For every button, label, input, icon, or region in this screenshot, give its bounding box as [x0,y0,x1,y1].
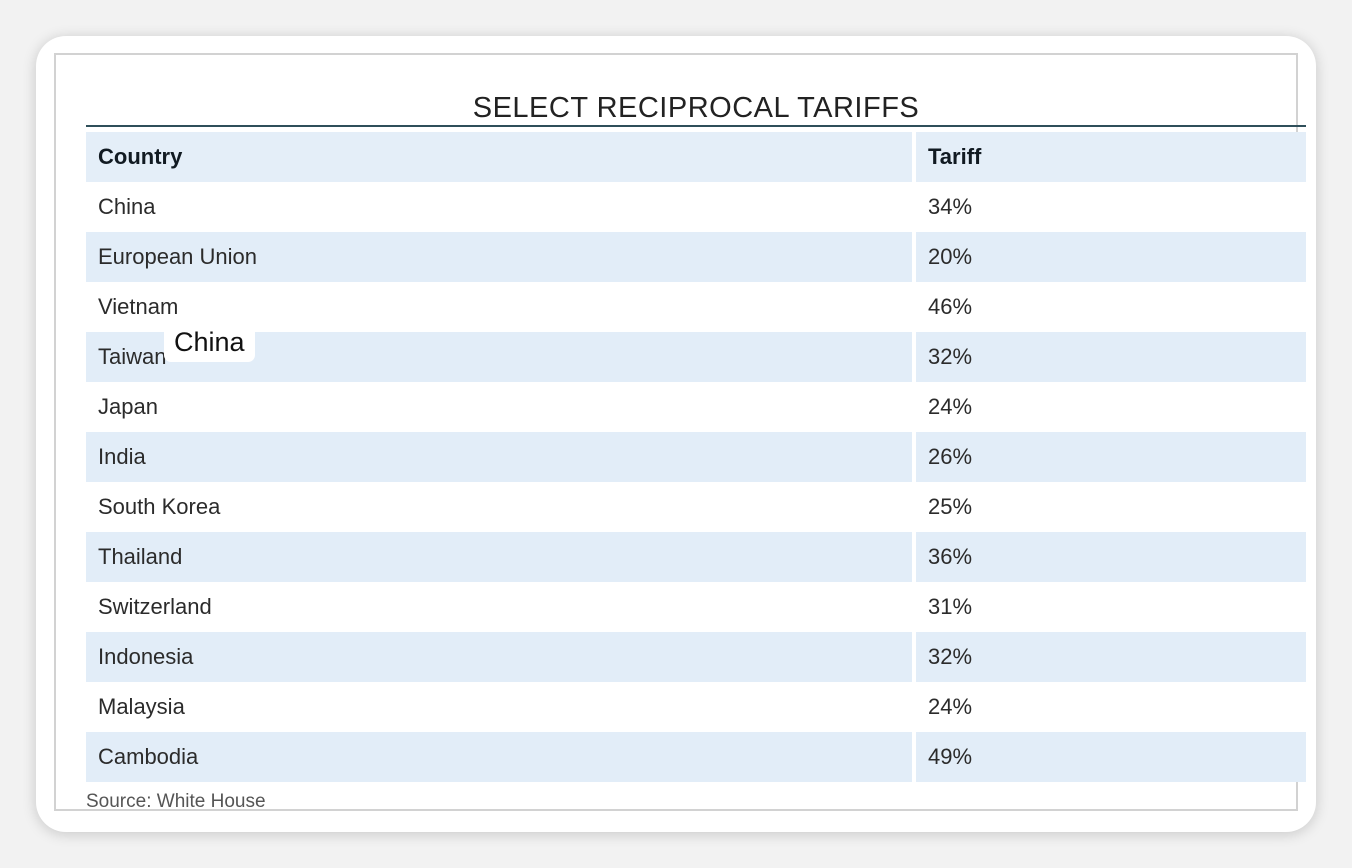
column-gap [912,432,916,482]
tariff-cell: 24% [916,682,1306,732]
tariff-cell: 34% [916,182,1306,232]
country-cell: China [86,182,912,232]
table-row: India 26% [86,432,1306,482]
header-country: Country [86,132,912,182]
column-gap [912,482,916,532]
column-gap [912,582,916,632]
table-body: China 34% European Union 20% Vietnam 46% Taiwa… [86,182,1306,782]
tariff-cell: 20% [916,232,1306,282]
tariff-cell: 36% [916,532,1306,582]
table-row: European Union 20% [86,232,1306,282]
country-cell: Japan [86,382,912,432]
tariff-cell: 26% [916,432,1306,482]
column-gap [912,332,916,382]
country-cell: European Union [86,232,912,282]
table-row: Thailand 36% [86,532,1306,582]
table-row: Malaysia 24% [86,682,1306,732]
tariff-cell: 32% [916,632,1306,682]
column-gap [912,282,916,332]
table-header-row: Country Tariff [86,132,1306,182]
column-gap [912,382,916,432]
tariff-cell: 32% [916,332,1306,382]
country-cell: South Korea [86,482,912,532]
country-cell: Malaysia [86,682,912,732]
column-gap [912,532,916,582]
header-tariff: Tariff [916,132,1306,182]
column-gap [912,232,916,282]
table-row: Indonesia 32% [86,632,1306,682]
table-frame: SELECT RECIPROCAL TARIFFS Country Tariff… [54,53,1306,812]
tariff-cell: 25% [916,482,1306,532]
country-cell: Cambodia [86,732,912,782]
column-gap [912,182,916,232]
table-row: Switzerland 31% [86,582,1306,632]
tariff-cell: 31% [916,582,1306,632]
overlay-label: China [164,322,255,362]
title-rule [86,125,1306,127]
country-cell: Indonesia [86,632,912,682]
source-note: Source: White House [86,791,266,812]
tariff-cell: 49% [916,732,1306,782]
country-cell: Switzerland [86,582,912,632]
tariff-table: Country Tariff China 34% European Union 20%… [86,132,1306,782]
tariff-cell: 24% [916,382,1306,432]
table-row: China 34% [86,182,1306,232]
table-row: South Korea 25% [86,482,1306,532]
card: SELECT RECIPROCAL TARIFFS Country Tariff… [36,36,1316,832]
column-gap [912,132,916,182]
table-row: Cambodia 49% [86,732,1306,782]
column-gap [912,732,916,782]
table-title: SELECT RECIPROCAL TARIFFS [472,92,920,124]
table-row: Vietnam 46% [86,282,1306,332]
country-cell: India [86,432,912,482]
country-cell: Thailand [86,532,912,582]
column-gap [912,682,916,732]
tariff-cell: 46% [916,282,1306,332]
table-row: Taiwan 32% [86,332,1306,382]
table-row: Japan 24% [86,382,1306,432]
column-gap [912,632,916,682]
